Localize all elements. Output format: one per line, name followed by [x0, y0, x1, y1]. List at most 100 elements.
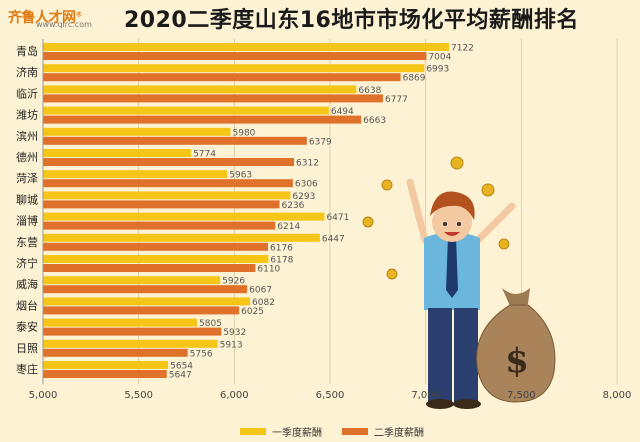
coin-icon — [381, 179, 393, 191]
bar-q2 — [43, 264, 256, 272]
bar-q2 — [43, 200, 280, 209]
data-label: 7004 — [428, 53, 451, 63]
bar-q2 — [43, 94, 383, 103]
money-illustration: $ — [362, 156, 556, 409]
x-tick-label: 8,000 — [603, 390, 632, 401]
data-label: 6471 — [326, 213, 349, 223]
legend: 一季度薪酬 二季度薪酬 — [240, 424, 424, 439]
category-label: 烟台 — [16, 298, 38, 312]
data-label: 5647 — [169, 371, 192, 381]
bar-q1 — [43, 43, 450, 51]
bar-q2 — [43, 52, 427, 60]
data-label: 6447 — [322, 234, 345, 244]
brand-logo: 齐鲁人才网® www.qlrc.com — [8, 4, 118, 30]
bar-q2 — [43, 285, 248, 294]
data-label: 5980 — [233, 128, 256, 138]
bar-q1 — [43, 255, 269, 263]
coin-icon — [386, 268, 398, 280]
bar-q2 — [43, 73, 401, 82]
data-label: 6236 — [281, 201, 304, 211]
bar-q1 — [43, 212, 325, 221]
data-label: 6312 — [296, 159, 319, 169]
data-label: 6293 — [292, 192, 315, 202]
data-label: 6993 — [426, 65, 449, 75]
person-icon — [406, 178, 516, 409]
x-tick-label: 6,500 — [316, 390, 345, 401]
category-label: 滨州 — [16, 129, 38, 143]
data-label: 5805 — [199, 319, 222, 329]
data-label: 6869 — [403, 74, 426, 84]
coin-icon — [362, 216, 374, 228]
money-bag-icon: $ — [476, 288, 556, 403]
data-label: 6306 — [295, 180, 318, 190]
bar-q2 — [43, 221, 276, 230]
category-label: 东营 — [16, 235, 38, 249]
bar-q2 — [43, 158, 295, 166]
bar-q1 — [43, 149, 192, 157]
bar-q2 — [43, 179, 293, 188]
bar-q1 — [43, 170, 228, 179]
x-tick-label: 6,000 — [220, 390, 249, 401]
bar-q1 — [43, 233, 320, 242]
data-label: 5756 — [190, 349, 213, 359]
bar-q2 — [43, 327, 222, 336]
coin-icon — [481, 183, 495, 197]
category-label: 潍坊 — [16, 108, 38, 122]
bar-q1 — [43, 276, 221, 285]
bar-q2 — [43, 136, 307, 145]
category-label: 青岛 — [16, 44, 38, 58]
data-label: 5963 — [229, 171, 252, 181]
category-label: 菏泽 — [16, 172, 38, 185]
svg-text:$: $ — [505, 341, 529, 381]
category-label: 济宁 — [16, 256, 38, 270]
data-label: 6638 — [358, 86, 381, 96]
data-label: 5926 — [222, 277, 245, 287]
chart-title: 2020二季度山东16地市市场化平均薪酬排名 — [124, 8, 579, 33]
data-label: 6777 — [385, 95, 408, 105]
x-tick-label: 5,500 — [124, 390, 153, 401]
bar-q1 — [43, 127, 231, 136]
legend-item-series2: 二季度薪酬 — [342, 424, 424, 439]
legend-label-series2: 二季度薪酬 — [374, 428, 424, 439]
legend-label-series1: 一季度薪酬 — [272, 428, 322, 439]
bar-q2 — [43, 370, 167, 378]
data-label: 5932 — [223, 328, 246, 338]
category-label: 济南 — [16, 65, 38, 79]
category-label: 聊城 — [16, 192, 38, 206]
x-tick-label: 7,500 — [507, 390, 536, 401]
logo-text: 齐鲁人才网® — [8, 10, 82, 26]
data-label: 6663 — [363, 116, 386, 126]
category-label: 德州 — [16, 150, 38, 164]
coin-icon — [498, 238, 510, 250]
data-label: 6025 — [241, 307, 264, 317]
data-label: 6082 — [252, 298, 275, 308]
bar-q2 — [43, 348, 188, 357]
data-label: 6494 — [331, 107, 354, 117]
x-tick-label: 7,000 — [411, 390, 440, 401]
legend-item-series1: 一季度薪酬 — [240, 424, 322, 439]
bar-q2 — [43, 242, 269, 251]
category-label: 枣庄 — [16, 362, 38, 376]
data-label: 5913 — [220, 340, 243, 350]
data-label: 5774 — [193, 150, 216, 160]
data-label: 6067 — [249, 286, 272, 296]
data-label: 6176 — [270, 243, 293, 253]
category-label: 淄博 — [16, 215, 38, 228]
category-label: 临沂 — [16, 86, 38, 100]
x-axis: 5,000 5,500 6,000 6,500 7,000 7,500 8,000 — [29, 39, 632, 401]
bar-q1 — [43, 106, 329, 115]
logo-url: www.qlrc.com — [36, 20, 92, 29]
data-label: 6110 — [257, 265, 280, 275]
data-label: 5654 — [170, 362, 193, 372]
bar-q1 — [43, 339, 218, 348]
legend-swatch-series1 — [240, 428, 266, 435]
category-label: 威海 — [16, 277, 38, 291]
x-tick-label: 5,000 — [29, 390, 58, 401]
category-label: 日照 — [16, 342, 38, 355]
data-label: 6379 — [309, 137, 332, 147]
bar-q2 — [43, 115, 362, 124]
bar-q1 — [43, 361, 169, 369]
